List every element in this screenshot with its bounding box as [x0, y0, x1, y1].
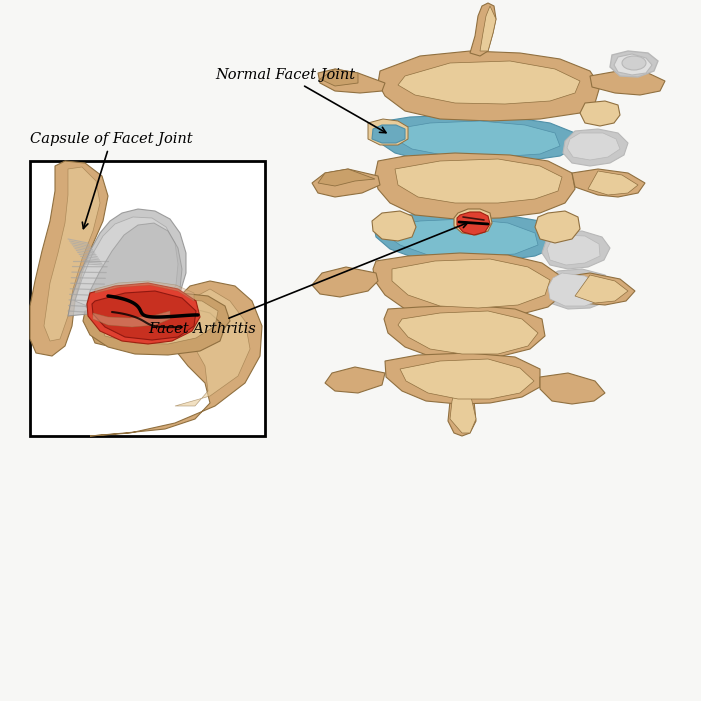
Polygon shape — [450, 361, 476, 433]
Polygon shape — [373, 253, 562, 318]
Polygon shape — [375, 153, 575, 219]
Polygon shape — [398, 61, 580, 104]
Polygon shape — [384, 305, 545, 359]
Polygon shape — [470, 3, 496, 56]
Polygon shape — [372, 125, 405, 143]
Text: Normal Facet Joint: Normal Facet Joint — [215, 68, 386, 132]
Polygon shape — [610, 51, 658, 77]
Polygon shape — [386, 219, 538, 257]
Polygon shape — [614, 54, 652, 75]
Polygon shape — [547, 235, 600, 265]
Polygon shape — [92, 293, 230, 351]
Polygon shape — [562, 273, 635, 305]
Polygon shape — [535, 211, 580, 243]
Polygon shape — [543, 269, 614, 309]
Polygon shape — [312, 169, 380, 197]
Polygon shape — [374, 213, 558, 261]
Polygon shape — [590, 71, 665, 95]
Polygon shape — [372, 211, 416, 241]
Polygon shape — [95, 281, 194, 301]
Polygon shape — [318, 69, 385, 93]
Polygon shape — [457, 212, 490, 235]
Text: Capsule of Facet Joint: Capsule of Facet Joint — [30, 132, 193, 229]
Polygon shape — [563, 129, 628, 166]
Polygon shape — [44, 167, 100, 341]
Polygon shape — [378, 115, 578, 163]
Polygon shape — [392, 259, 550, 308]
Polygon shape — [454, 209, 492, 235]
Polygon shape — [175, 289, 250, 406]
Polygon shape — [83, 303, 225, 355]
Polygon shape — [572, 169, 645, 197]
Polygon shape — [395, 159, 562, 203]
Text: Facet Arthritis: Facet Arthritis — [148, 222, 468, 336]
Polygon shape — [87, 283, 200, 344]
Polygon shape — [325, 367, 385, 393]
Polygon shape — [30, 161, 108, 356]
Bar — [30, 161, 265, 436]
Polygon shape — [398, 311, 538, 354]
Polygon shape — [548, 273, 602, 306]
Polygon shape — [90, 281, 262, 436]
Polygon shape — [448, 361, 476, 436]
Polygon shape — [567, 133, 620, 160]
Polygon shape — [318, 169, 375, 186]
Polygon shape — [542, 231, 610, 269]
Polygon shape — [75, 217, 178, 311]
Polygon shape — [540, 373, 605, 404]
Polygon shape — [385, 353, 540, 404]
Polygon shape — [68, 209, 186, 317]
Polygon shape — [378, 51, 600, 121]
Polygon shape — [368, 119, 408, 145]
Polygon shape — [395, 121, 560, 157]
Polygon shape — [480, 6, 496, 51]
Polygon shape — [92, 291, 196, 340]
Polygon shape — [320, 69, 358, 86]
Polygon shape — [312, 267, 378, 297]
Polygon shape — [400, 359, 534, 399]
Polygon shape — [575, 275, 628, 303]
Polygon shape — [86, 223, 182, 314]
Polygon shape — [102, 299, 218, 344]
Polygon shape — [588, 171, 638, 195]
Polygon shape — [580, 101, 620, 126]
Ellipse shape — [622, 56, 646, 70]
Polygon shape — [93, 311, 170, 327]
